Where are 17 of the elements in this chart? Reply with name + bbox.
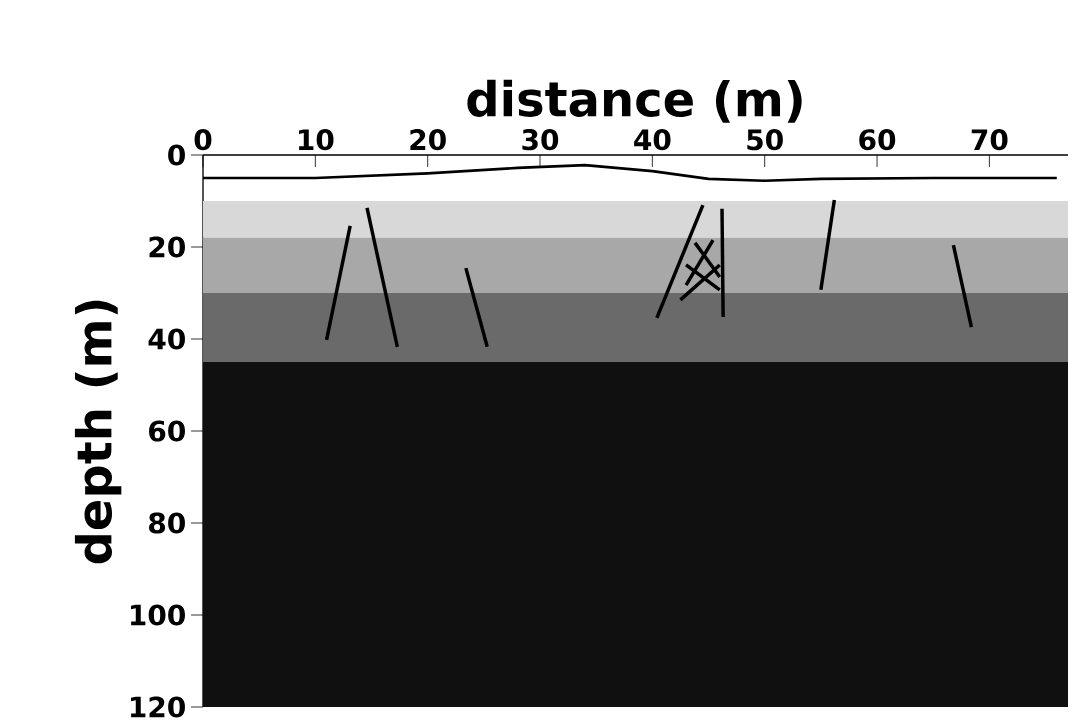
x-tick-label: 40 xyxy=(634,129,671,151)
y-tick-label: 0 xyxy=(168,144,185,166)
x-tick-label: 10 xyxy=(299,129,334,151)
y-tick-label: 80 xyxy=(149,512,185,534)
y-tick-label: 40 xyxy=(148,328,185,350)
y-axis-title: depth (m) xyxy=(74,300,122,564)
y-tick-label: 120 xyxy=(131,696,185,718)
x-tick-label: 50 xyxy=(747,129,783,151)
y-tick-label: 60 xyxy=(149,420,185,442)
x-tick-label: 70 xyxy=(971,129,1008,151)
x-tick-label: 0 xyxy=(194,129,212,151)
x-tick-label: 20 xyxy=(410,129,446,151)
x-tick-label: 30 xyxy=(522,129,559,151)
y-tick-label: 100 xyxy=(131,604,185,626)
x-tick-label: 60 xyxy=(859,129,896,151)
x-axis-title: distance (m) xyxy=(467,79,802,123)
y-tick-label: 20 xyxy=(149,236,185,258)
